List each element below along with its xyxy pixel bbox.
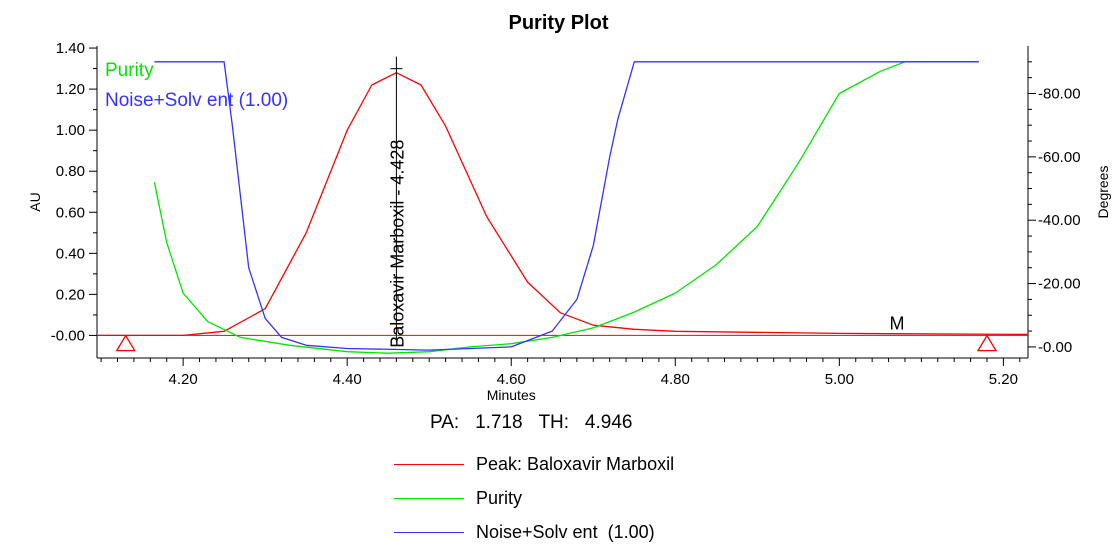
pa-value: 1.718: [475, 412, 523, 433]
pa-label: PA:: [430, 412, 460, 433]
y-tick-label: 1.00: [56, 122, 85, 139]
th-value: 4.946: [584, 412, 633, 433]
legend-label-noise: Noise+Solv ent (1.00): [476, 521, 655, 542]
legend-swatch-peak: [394, 463, 464, 465]
legend-swatch-purity: [394, 497, 464, 499]
legend-label-peak: Peak: Baloxavir Marboxil: [476, 453, 675, 474]
legend-swatch-noise: [394, 531, 464, 533]
chart-series-layer: [97, 61, 1029, 354]
peak-label: Baloxavir Marboxil - 4.428: [387, 140, 407, 348]
y2-tick-label: -80.00: [1038, 86, 1081, 103]
y2-tick-label: -0.00: [1038, 339, 1072, 356]
y2-axis-title: Degrees: [1095, 166, 1111, 219]
y-tick-label: 0.40: [56, 245, 85, 262]
y-tick-label: 0.20: [56, 286, 85, 303]
start-marker-triangle: [115, 334, 136, 352]
y-tick-label: 1.20: [56, 81, 85, 98]
y2-tick-label: -20.00: [1038, 276, 1081, 293]
x-tick-label: 5.00: [825, 371, 854, 388]
x-axis-title: Minutes: [487, 387, 536, 403]
x-tick-label: 4.20: [169, 371, 198, 388]
chart-axes: 4.20 4.40 4.60 4.80 5.00 5.20 -0.00 0.20 0.40 0.6…: [27, 40, 1111, 403]
y-axis-title: AU: [27, 192, 43, 211]
inset-legend-purity: Purity: [105, 60, 154, 81]
chart-annotations: Baloxavir Marboxil - 4.428 M Purity Noise+S…: [105, 56, 998, 352]
chart-legend: Peak: Baloxavir Marboxil Purity Noise+So…: [394, 447, 674, 549]
y-tick-label: 0.60: [56, 204, 85, 221]
legend-item-purity: Purity: [394, 481, 674, 515]
y2-tick-label: -40.00: [1038, 212, 1081, 229]
purity-plot-chart: 4.20 4.40 4.60 4.80 5.00 5.20 -0.00 0.20 0.40 0.6…: [27, 40, 1111, 403]
x-tick-label: 4.40: [333, 371, 362, 388]
legend-item-peak: Peak: Baloxavir Marboxil: [394, 447, 674, 481]
x-tick-label: 5.20: [989, 371, 1018, 388]
series-line-noise-solv-ent-1-00: [154, 61, 979, 351]
y2-tick-label: -60.00: [1038, 149, 1081, 166]
series-line-peak-baloxavir-marboxil: [97, 72, 1029, 337]
chart-title: Purity Plot: [508, 12, 609, 34]
peak-stats: PA: 1.718 TH: 4.946: [430, 412, 632, 434]
y-tick-label: 0.80: [56, 163, 85, 180]
th-label: TH:: [538, 412, 570, 433]
x-tick-label: 4.80: [661, 371, 690, 388]
legend-label-purity: Purity: [476, 487, 523, 508]
end-marker-triangle: [976, 334, 998, 352]
legend-item-noise: Noise+Solv ent (1.00): [394, 515, 674, 549]
x-tick-label: 4.60: [497, 371, 526, 388]
y-tick-label: -0.00: [51, 327, 85, 344]
y-tick-label: 1.40: [56, 40, 85, 57]
marker-m-label: M: [889, 313, 904, 333]
inset-legend-noise-solv-ent-1-00: Noise+Solv ent (1.00): [105, 90, 288, 111]
series-line-purity: [153, 61, 979, 354]
